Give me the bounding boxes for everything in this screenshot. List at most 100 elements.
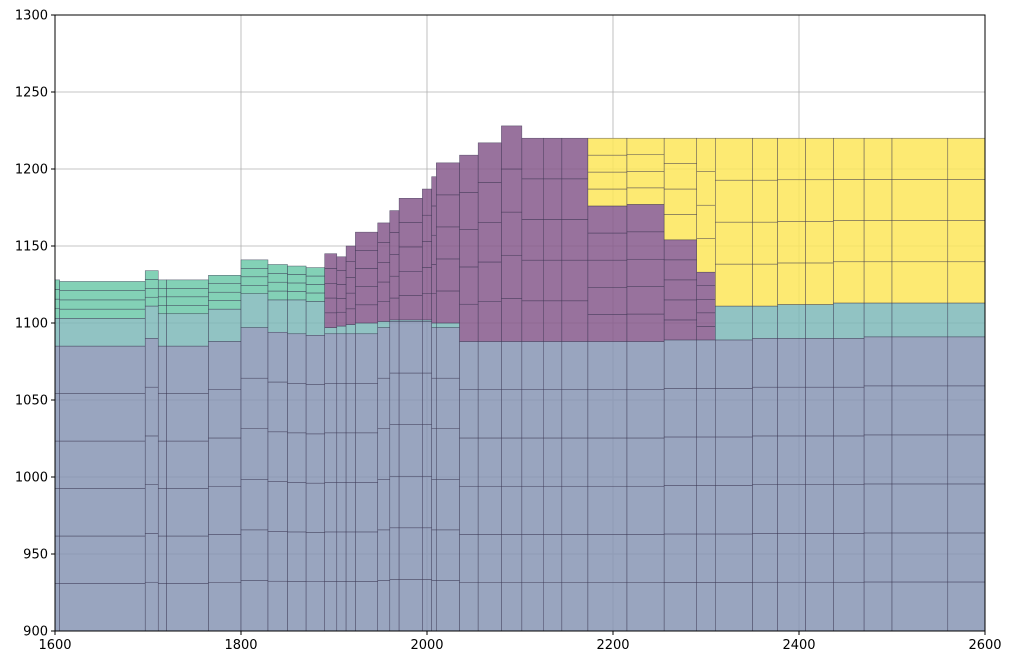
cell-lower xyxy=(240,377,269,429)
cell-lower xyxy=(398,372,423,425)
cell-lower xyxy=(947,336,986,387)
cell-lower xyxy=(543,582,563,632)
cell-yellow xyxy=(663,137,697,164)
cell-lower xyxy=(336,482,347,533)
cell-lower xyxy=(663,388,697,438)
cell-lower xyxy=(157,393,167,442)
cell-upper_green xyxy=(240,259,269,269)
cell-purple xyxy=(521,300,544,342)
cell-purple xyxy=(561,178,589,220)
cell-lower xyxy=(389,424,400,477)
cell-purple xyxy=(663,319,697,341)
cell-purple xyxy=(336,284,347,299)
cell-upper_green xyxy=(305,292,325,302)
cell-yellow xyxy=(663,214,697,241)
cell-lower xyxy=(626,437,665,487)
cell-yellow xyxy=(696,137,716,172)
cell-upper_green xyxy=(144,279,159,289)
cell-lower xyxy=(144,338,159,388)
cell-lower xyxy=(166,345,209,394)
cell-yellow xyxy=(833,137,865,180)
cell-purple xyxy=(345,261,356,278)
cell-purple xyxy=(587,259,628,288)
cell-purple xyxy=(355,250,378,269)
cell-purple xyxy=(587,314,628,342)
cell-lower xyxy=(436,327,460,379)
cell-lower xyxy=(305,482,325,533)
cell-middle xyxy=(833,302,865,339)
cell-purple xyxy=(422,293,432,321)
x-tick-label: 2400 xyxy=(782,638,815,653)
cell-lower xyxy=(752,533,778,583)
cell-yellow xyxy=(626,154,665,172)
cell-lower xyxy=(54,393,60,442)
cell-purple xyxy=(389,275,400,299)
cell-upper_green xyxy=(54,289,60,300)
cell-purple xyxy=(436,226,460,260)
cell-lower xyxy=(805,533,834,583)
cell-purple xyxy=(324,253,338,269)
cell-upper_green xyxy=(157,305,167,315)
cell-lower xyxy=(377,529,391,581)
cell-purple xyxy=(587,287,628,315)
cell-lower xyxy=(144,533,159,583)
cell-lower xyxy=(752,386,778,437)
cell-lower xyxy=(863,336,893,387)
cell-purple xyxy=(459,192,479,230)
cell-purple xyxy=(377,301,391,322)
cell-lower xyxy=(833,338,865,388)
cell-lower xyxy=(59,535,146,584)
cell-lower xyxy=(947,483,986,534)
cell-lower xyxy=(336,581,347,632)
cell-lower xyxy=(240,479,269,531)
cell-purple xyxy=(477,182,502,223)
cell-lower xyxy=(715,485,753,535)
cell-purple xyxy=(459,266,479,305)
cell-lower xyxy=(208,485,242,535)
cell-lower xyxy=(459,582,479,632)
cell-middle xyxy=(805,304,834,339)
cell-purple xyxy=(422,188,432,216)
cell-lower xyxy=(422,321,432,374)
y-axis: 900 950 1000 1050 1100 1150 1200 1250 1300 xyxy=(15,9,55,640)
cell-lower xyxy=(663,533,697,583)
cell-yellow xyxy=(805,179,834,222)
cell-middle xyxy=(891,302,949,338)
y-tick-label: 1100 xyxy=(15,317,48,332)
cell-purple xyxy=(345,245,356,262)
cell-yellow xyxy=(715,221,753,265)
cell-lower xyxy=(144,386,159,437)
cell-yellow xyxy=(947,137,986,180)
cell-lower xyxy=(891,532,949,583)
cell-lower xyxy=(345,581,356,632)
cell-upper_green xyxy=(267,273,288,283)
cell-lower xyxy=(501,534,523,583)
cell-yellow xyxy=(752,221,778,265)
cell-yellow xyxy=(752,179,778,223)
cell-yellow xyxy=(805,262,834,305)
cell-purple xyxy=(626,313,665,342)
cell-lower xyxy=(377,428,391,480)
cell-lower xyxy=(587,341,628,390)
cell-lower xyxy=(389,527,400,580)
cell-upper_green xyxy=(287,291,307,301)
cell-lower xyxy=(833,533,865,583)
cell-yellow xyxy=(833,220,865,263)
cell-lower xyxy=(144,435,159,485)
cell-purple xyxy=(561,259,589,302)
cell-lower xyxy=(287,531,307,582)
cell-lower xyxy=(696,582,716,632)
cell-lower xyxy=(377,479,391,531)
cell-purple xyxy=(389,210,400,233)
cell-middle xyxy=(863,302,893,338)
cell-lower xyxy=(59,583,146,632)
cell-yellow xyxy=(715,137,753,181)
cell-lower xyxy=(587,485,628,535)
x-axis: 1600 1800 2000 2200 2400 2600 xyxy=(38,631,1002,653)
cell-lower xyxy=(459,534,479,583)
cell-purple xyxy=(626,286,665,315)
cell-lower xyxy=(240,327,269,379)
cell-lower xyxy=(543,485,563,535)
cell-lower xyxy=(587,437,628,487)
